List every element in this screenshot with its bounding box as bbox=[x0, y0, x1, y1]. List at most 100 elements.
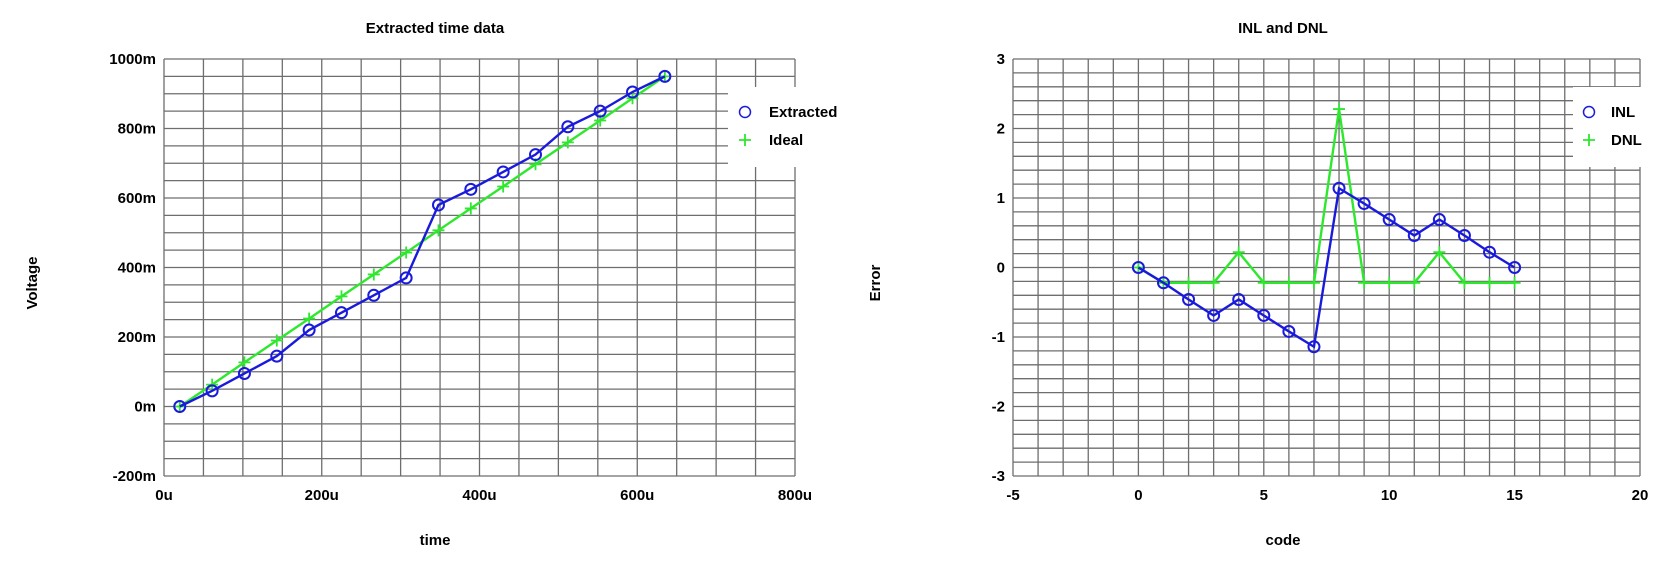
data-point-extracted bbox=[237, 366, 251, 380]
data-point-ideal bbox=[561, 136, 574, 149]
x-axis-label: time bbox=[420, 532, 451, 549]
series-line-extracted bbox=[179, 75, 666, 408]
data-point-ideal bbox=[464, 202, 477, 215]
y-tick-label: 3 bbox=[997, 51, 1005, 68]
chart-title: INL and DNL bbox=[1238, 20, 1328, 37]
legend: Extracted Ideal bbox=[728, 87, 848, 167]
y-tick-label: -2 bbox=[992, 399, 1005, 416]
chart-title: Extracted time data bbox=[366, 20, 505, 37]
data-point-extracted bbox=[205, 384, 219, 398]
data-point-inl bbox=[1432, 213, 1446, 227]
data-point-extracted bbox=[399, 271, 413, 285]
data-point-inl bbox=[1156, 276, 1170, 290]
data-point-dnl bbox=[1383, 276, 1396, 289]
data-point-dnl bbox=[1257, 276, 1270, 289]
data-point-inl bbox=[1182, 292, 1196, 306]
x-tick-label: 5 bbox=[1260, 487, 1268, 504]
data-point-dnl bbox=[1458, 276, 1471, 289]
data-point-inl bbox=[1407, 229, 1421, 243]
legend-marker-extracted bbox=[738, 105, 752, 119]
data-point-inl bbox=[1332, 181, 1346, 195]
legend-label-inl: INL bbox=[1611, 104, 1635, 121]
data-point-extracted bbox=[593, 104, 607, 118]
data-point-extracted bbox=[529, 148, 543, 162]
data-point-dnl bbox=[1408, 276, 1421, 289]
grid bbox=[163, 58, 796, 477]
data-point-extracted bbox=[431, 198, 445, 212]
data-point-ideal bbox=[238, 356, 251, 369]
data-point-dnl bbox=[1307, 276, 1320, 289]
data-point-inl bbox=[1307, 340, 1321, 354]
chart-inl-and-dnl: -5 0 5 10 15 20 -3 -2 -1 0 1 2 3 INL and DNL code Er… bbox=[867, 20, 1664, 549]
legend-label-dnl: DNL bbox=[1611, 132, 1642, 149]
data-point-dnl bbox=[1232, 246, 1245, 259]
data-point-dnl bbox=[1182, 276, 1195, 289]
data-point-extracted bbox=[658, 69, 672, 83]
data-point-inl bbox=[1457, 229, 1471, 243]
legend: INL DNL bbox=[1573, 87, 1664, 167]
y-tick-label: 2 bbox=[997, 121, 1005, 138]
data-point-ideal bbox=[335, 290, 348, 303]
y-tick-label: 800m bbox=[118, 121, 156, 138]
data-point-inl bbox=[1282, 324, 1296, 338]
tick-labels: -5 0 5 10 15 20 -3 -2 -1 0 1 2 3 bbox=[992, 51, 1649, 504]
y-tick-label: 1000m bbox=[109, 51, 156, 68]
data-point-inl bbox=[1382, 213, 1396, 227]
data-point-dnl bbox=[1207, 276, 1220, 289]
x-tick-label: 800u bbox=[778, 487, 812, 504]
data-point-inl bbox=[1357, 197, 1371, 211]
x-tick-label: 10 bbox=[1381, 487, 1398, 504]
series-layer bbox=[173, 69, 672, 413]
data-point-extracted bbox=[464, 182, 478, 196]
legend-label-ideal: Ideal bbox=[769, 132, 803, 149]
legend-label-extracted: Extracted bbox=[769, 104, 837, 121]
data-point-ideal bbox=[497, 180, 510, 193]
chart-extracted-time-data: 0u 200u 400u 600u 800u -200m 0m 200m 400m 600m 800… bbox=[24, 20, 848, 549]
data-point-ideal bbox=[270, 334, 283, 347]
y-axis-label: Voltage bbox=[24, 256, 41, 309]
x-tick-label: 0u bbox=[155, 487, 173, 504]
data-point-extracted bbox=[270, 349, 284, 363]
data-point-extracted bbox=[496, 165, 510, 179]
y-tick-label: 200m bbox=[118, 329, 156, 346]
data-point-extracted bbox=[334, 306, 348, 320]
x-tick-label: 0 bbox=[1134, 487, 1142, 504]
x-axis-label: code bbox=[1265, 532, 1300, 549]
series-line-dnl bbox=[1137, 108, 1515, 284]
x-tick-label: -5 bbox=[1006, 487, 1019, 504]
y-axis-label: Error bbox=[867, 265, 884, 302]
x-tick-label: 600u bbox=[620, 487, 654, 504]
data-point-dnl bbox=[1483, 276, 1496, 289]
data-point-extracted bbox=[626, 85, 640, 99]
data-point-inl bbox=[1232, 292, 1246, 306]
y-tick-label: 0m bbox=[134, 399, 156, 416]
data-point-ideal bbox=[303, 312, 316, 325]
x-tick-label: 200u bbox=[305, 487, 339, 504]
x-tick-label: 15 bbox=[1506, 487, 1523, 504]
legend-marker-dnl bbox=[1583, 134, 1595, 146]
legend-marker-ideal bbox=[739, 134, 751, 146]
data-point-dnl bbox=[1508, 276, 1521, 289]
data-point-dnl bbox=[1433, 246, 1446, 259]
legend-box bbox=[728, 87, 848, 167]
legend-marker-inl bbox=[1582, 105, 1596, 119]
y-tick-label: 400m bbox=[118, 260, 156, 277]
x-tick-label: 20 bbox=[1632, 487, 1649, 504]
data-point-extracted bbox=[561, 120, 575, 134]
data-point-inl bbox=[1257, 308, 1271, 322]
data-point-dnl bbox=[1358, 276, 1371, 289]
y-tick-label: -200m bbox=[113, 468, 156, 485]
y-tick-label: 600m bbox=[118, 190, 156, 207]
data-point-inl bbox=[1508, 261, 1522, 274]
data-point-inl bbox=[1131, 261, 1145, 274]
y-tick-label: 0 bbox=[997, 260, 1005, 277]
data-point-dnl bbox=[1282, 276, 1295, 289]
series-line-inl bbox=[1137, 186, 1516, 349]
data-point-ideal bbox=[400, 246, 413, 259]
data-point-inl bbox=[1483, 245, 1497, 259]
data-point-ideal bbox=[367, 268, 380, 281]
data-point-inl bbox=[1207, 308, 1221, 322]
data-point-dnl bbox=[1333, 103, 1346, 116]
data-point-extracted bbox=[367, 288, 381, 302]
